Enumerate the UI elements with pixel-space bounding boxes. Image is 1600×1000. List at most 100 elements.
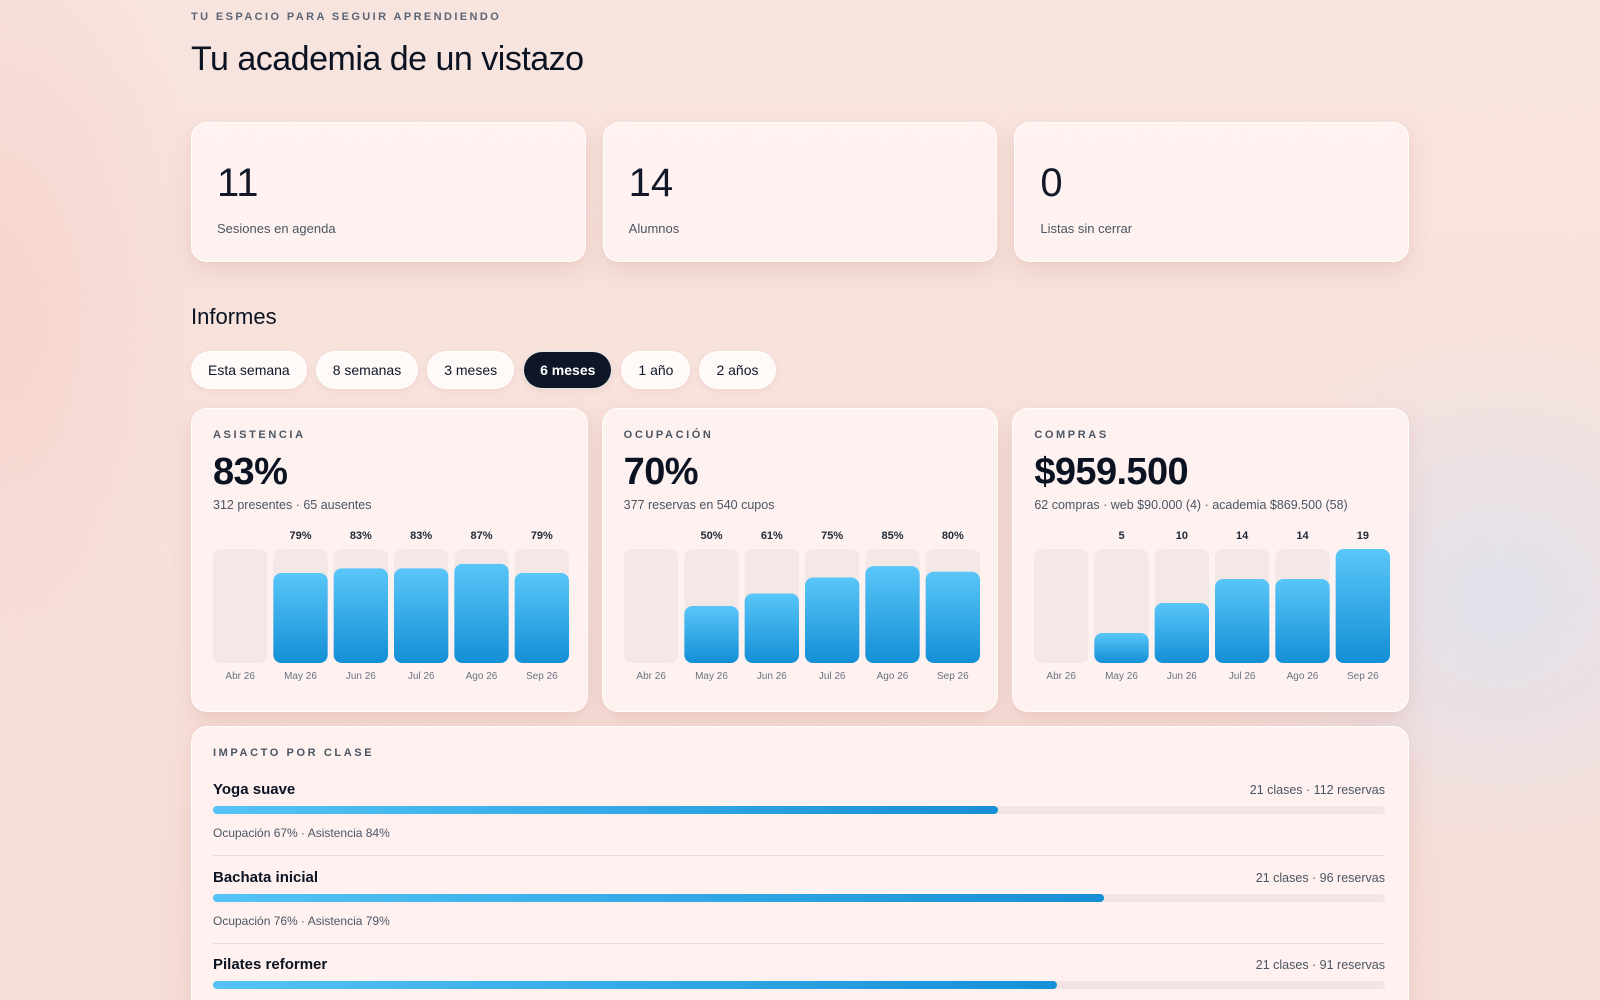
bar-data-label: 75% <box>821 530 843 542</box>
x-tick-label: May 26 <box>695 671 728 682</box>
attendance-chart: Abr 26 79% May 26 83% Jun 26 83% Jul 26 87% Ago … <box>213 530 569 682</box>
tab-6-months[interactable]: 6 meses <box>523 351 613 389</box>
bar[interactable] <box>684 606 739 663</box>
bar[interactable] <box>1094 633 1150 663</box>
stat-card-sessions[interactable]: 11 Sesiones en agenda <box>191 122 586 262</box>
class-name: Yoga suave <box>213 781 296 798</box>
card-value: $959.500 <box>1034 451 1189 493</box>
x-tick-label: Jul 26 <box>818 671 845 682</box>
impact-eyebrow: IMPACTO POR CLASE <box>213 747 375 759</box>
row-divider <box>213 855 1385 856</box>
stat-value: 11 <box>217 161 259 205</box>
class-meta: 21 clases · 112 reservas <box>1249 783 1385 797</box>
bar[interactable] <box>804 577 860 664</box>
bar-data-label: 79% <box>289 530 311 542</box>
bar-data-label: 5 <box>1119 530 1125 542</box>
class-meta: 21 clases · 91 reservas <box>1255 958 1385 972</box>
x-tick-label: Abr 26 <box>636 671 666 682</box>
x-tick-label: Sep 26 <box>1347 671 1379 682</box>
bar[interactable] <box>333 568 388 663</box>
x-tick-label: Sep 26 <box>937 671 969 682</box>
bar-data-label: 83% <box>410 530 432 542</box>
bar-data-label: 14 <box>1236 530 1249 542</box>
bar-data-label: 10 <box>1176 530 1188 542</box>
class-meta: 21 clases · 96 reservas <box>1255 871 1385 885</box>
card-subtitle: 312 presentes · 65 ausentes <box>213 498 372 512</box>
attendance-card: ASISTENCIA 83% 312 presentes · 65 ausent… <box>191 408 588 712</box>
x-tick-label: Ago 26 <box>466 671 498 682</box>
bar[interactable] <box>1275 579 1331 663</box>
tab-1-year[interactable]: 1 año <box>621 351 691 389</box>
bar-track <box>213 549 268 663</box>
bar-data-label: 19 <box>1357 530 1369 542</box>
period-tabs: Esta semana 8 semanas 3 meses 6 meses 1 … <box>191 351 776 389</box>
bar-track <box>1034 549 1089 663</box>
impact-row[interactable]: Bachata inicial 21 clases · 96 reservas … <box>213 869 1385 949</box>
x-tick-label: Jun 26 <box>346 671 376 682</box>
impact-bar-track <box>213 894 1385 902</box>
impact-bar-fill <box>213 806 999 814</box>
x-tick-label: Jun 26 <box>756 671 786 682</box>
impact-bar-fill <box>213 981 1057 989</box>
stats-row: 11 Sesiones en agenda 14 Alumnos 0 Lista… <box>191 122 1410 262</box>
bar[interactable] <box>1155 603 1210 663</box>
bar[interactable] <box>273 572 328 663</box>
card-subtitle: 62 compras · web $90.000 (4) · academia … <box>1034 498 1348 512</box>
card-eyebrow: OCUPACIÓN <box>623 429 714 441</box>
stat-value: 0 <box>1040 161 1063 205</box>
x-tick-label: Abr 26 <box>1047 671 1077 682</box>
impact-by-class-card: IMPACTO POR CLASE Yoga suave 21 clases ·… <box>191 726 1409 1000</box>
bar-data-label: 80% <box>941 530 963 542</box>
x-tick-label: Sep 26 <box>526 671 558 682</box>
impact-row[interactable]: Pilates reformer 21 clases · 91 reservas <box>213 956 1385 1000</box>
class-detail: Ocupación 67% · Asistencia 84% <box>213 826 390 840</box>
class-detail: Ocupación 76% · Asistencia 79% <box>213 914 390 928</box>
report-cards: ASISTENCIA 83% 312 presentes · 65 ausent… <box>191 408 1410 712</box>
bar[interactable] <box>514 572 569 663</box>
impact-row[interactable]: Yoga suave 21 clases · 112 reservas Ocup… <box>213 781 1385 861</box>
bar-data-label: 85% <box>881 530 903 542</box>
stat-label: Alumnos <box>628 221 680 236</box>
class-name: Pilates reformer <box>213 956 328 973</box>
bar[interactable] <box>1215 579 1270 663</box>
bar[interactable] <box>454 563 509 663</box>
x-tick-label: Ago 26 <box>1287 671 1319 682</box>
stat-label: Listas sin cerrar <box>1040 221 1133 236</box>
stat-card-open-lists[interactable]: 0 Listas sin cerrar <box>1014 122 1410 262</box>
card-value: 83% <box>213 451 288 493</box>
stat-card-students[interactable]: 14 Alumnos <box>602 122 998 262</box>
reports-title: Informes <box>191 304 277 329</box>
tab-2-years[interactable]: 2 años <box>699 351 776 389</box>
bar-data-label: 83% <box>350 530 372 542</box>
bar[interactable] <box>925 571 980 663</box>
tab-3-months[interactable]: 3 meses <box>427 351 515 389</box>
x-tick-label: Jul 26 <box>1229 671 1256 682</box>
bar[interactable] <box>1336 549 1391 663</box>
bar-data-label: 14 <box>1297 530 1310 542</box>
bar[interactable] <box>744 593 799 663</box>
card-eyebrow: COMPRAS <box>1034 429 1109 441</box>
class-name: Bachata inicial <box>213 869 319 886</box>
x-tick-label: May 26 <box>1105 671 1138 682</box>
bar-data-label: 87% <box>470 530 492 542</box>
card-value: 70% <box>623 451 699 493</box>
stat-label: Sesiones en agenda <box>217 221 336 236</box>
impact-bar-track <box>213 981 1385 989</box>
purchases-chart: Abr 26 5 May 26 10 Jun 26 14 Jul 26 14 Ago 26 19 S… <box>1034 530 1391 682</box>
purchases-card: COMPRAS $959.500 62 compras · web $90.00… <box>1012 408 1410 712</box>
bar[interactable] <box>394 568 449 663</box>
bar-data-label: 61% <box>760 530 782 542</box>
bar-data-label: 50% <box>700 530 722 542</box>
page-title: Tu academia de un vistazo <box>191 40 584 78</box>
bar-data-label: 79% <box>531 530 553 542</box>
tab-8-weeks[interactable]: 8 semanas <box>315 351 419 389</box>
tab-this-week[interactable]: Esta semana <box>191 351 307 389</box>
row-divider <box>213 943 1385 944</box>
occupancy-chart: Abr 26 50% May 26 61% Jun 26 75% Jul 26 85% Ago … <box>623 530 980 682</box>
bar-track <box>623 549 679 663</box>
bar[interactable] <box>865 566 920 663</box>
x-tick-label: Ago 26 <box>876 671 908 682</box>
card-subtitle: 377 reservas en 540 cupos <box>623 498 775 512</box>
x-tick-label: Jun 26 <box>1167 671 1197 682</box>
occupancy-card: OCUPACIÓN 70% 377 reservas en 540 cupos … <box>601 408 999 712</box>
